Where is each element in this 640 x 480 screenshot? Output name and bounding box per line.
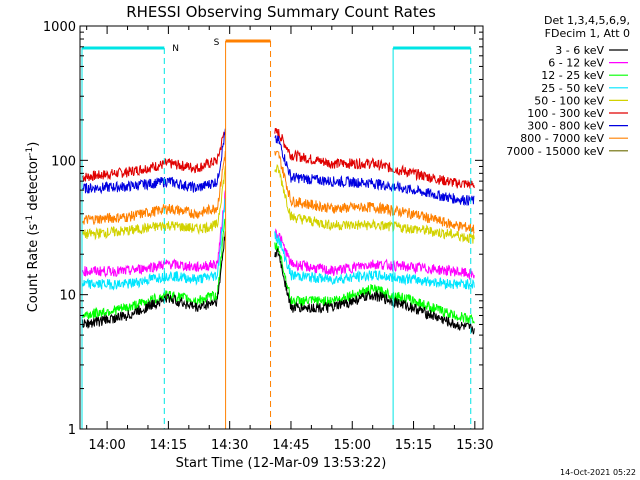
legend-label-25-50-kev: 25 - 50 keV bbox=[541, 82, 604, 95]
y-axis-label-end: ) bbox=[26, 142, 41, 147]
footer-date: 14-Oct-2021 05:22 bbox=[560, 468, 636, 477]
y-tick-label: 1000 bbox=[43, 20, 76, 35]
x-tick-label: 14:00 bbox=[88, 438, 125, 453]
legend-label-3-6-kev: 3 - 6 keV bbox=[555, 44, 604, 57]
plot-frame bbox=[79, 25, 484, 430]
y-tick-label: 10 bbox=[59, 289, 76, 304]
legend-label-50-100-kev: 50 - 100 keV bbox=[534, 94, 604, 107]
x-tick-label: 14:45 bbox=[272, 438, 309, 453]
y-axis-label-main: Count Rate (s bbox=[26, 224, 41, 313]
header-info: Det 1,3,4,5,6,9, FDecim 1, Att 0 bbox=[544, 14, 630, 40]
series-50-100-kev bbox=[82, 163, 475, 244]
legend-label-800-7000-kev: 800 - 7000 keV bbox=[520, 132, 604, 145]
y-axis-label: Count Rate (s-1 detector-1) bbox=[25, 142, 41, 313]
x-tick-label: 15:00 bbox=[334, 438, 371, 453]
x-axis: 14:00 14:15 14:30 14:45 15:00 15:15 15:30 bbox=[86, 26, 494, 453]
y-axis-label-mid: detector bbox=[26, 155, 41, 215]
series-25-50-kev bbox=[82, 197, 475, 291]
y-axis-label-sup2: -1 bbox=[25, 147, 35, 156]
legend-label-12-25-kev: 12 - 25 keV bbox=[541, 69, 604, 82]
y-axis-label-sup1: -1 bbox=[25, 215, 35, 224]
y-tick-label: 1 bbox=[68, 423, 76, 438]
chart-title: RHESSI Observing Summary Count Rates bbox=[126, 3, 436, 21]
night-label: N bbox=[172, 44, 179, 54]
legend-label-6-12-kev: 6 - 12 keV bbox=[548, 57, 604, 70]
legend-label-300-800-kev: 300 - 800 keV bbox=[527, 120, 604, 133]
x-axis-label: Start Time (12-Mar-09 13:53:22) bbox=[176, 456, 387, 471]
series-6-12-kev bbox=[82, 190, 475, 281]
series-12-25-kev bbox=[82, 218, 475, 324]
y-axis: 1 10 100 1000 bbox=[43, 20, 483, 438]
saa-label: S bbox=[214, 38, 220, 48]
x-tick-label: 14:15 bbox=[150, 438, 187, 453]
series-3-6-kev bbox=[82, 231, 475, 335]
overlay-layer: NS bbox=[81, 38, 472, 429]
series-layer bbox=[82, 128, 475, 335]
header-line1: Det 1,3,4,5,6,9, bbox=[544, 14, 630, 27]
y-tick-label: 100 bbox=[51, 154, 76, 169]
x-tick-label: 15:15 bbox=[395, 438, 432, 453]
header-line2: FDecim 1, Att 0 bbox=[545, 27, 630, 40]
x-tick-label: 14:30 bbox=[211, 438, 248, 453]
series-800-7000-kev bbox=[82, 150, 475, 235]
series-300-800-kev bbox=[82, 128, 475, 206]
legend-label-100-300-kev: 100 - 300 keV bbox=[527, 107, 604, 120]
series-100-300-kev bbox=[82, 128, 475, 189]
x-tick-label: 15:30 bbox=[456, 438, 493, 453]
legend-label-7000-15000-kev: 7000 - 15000 keV bbox=[506, 145, 604, 158]
